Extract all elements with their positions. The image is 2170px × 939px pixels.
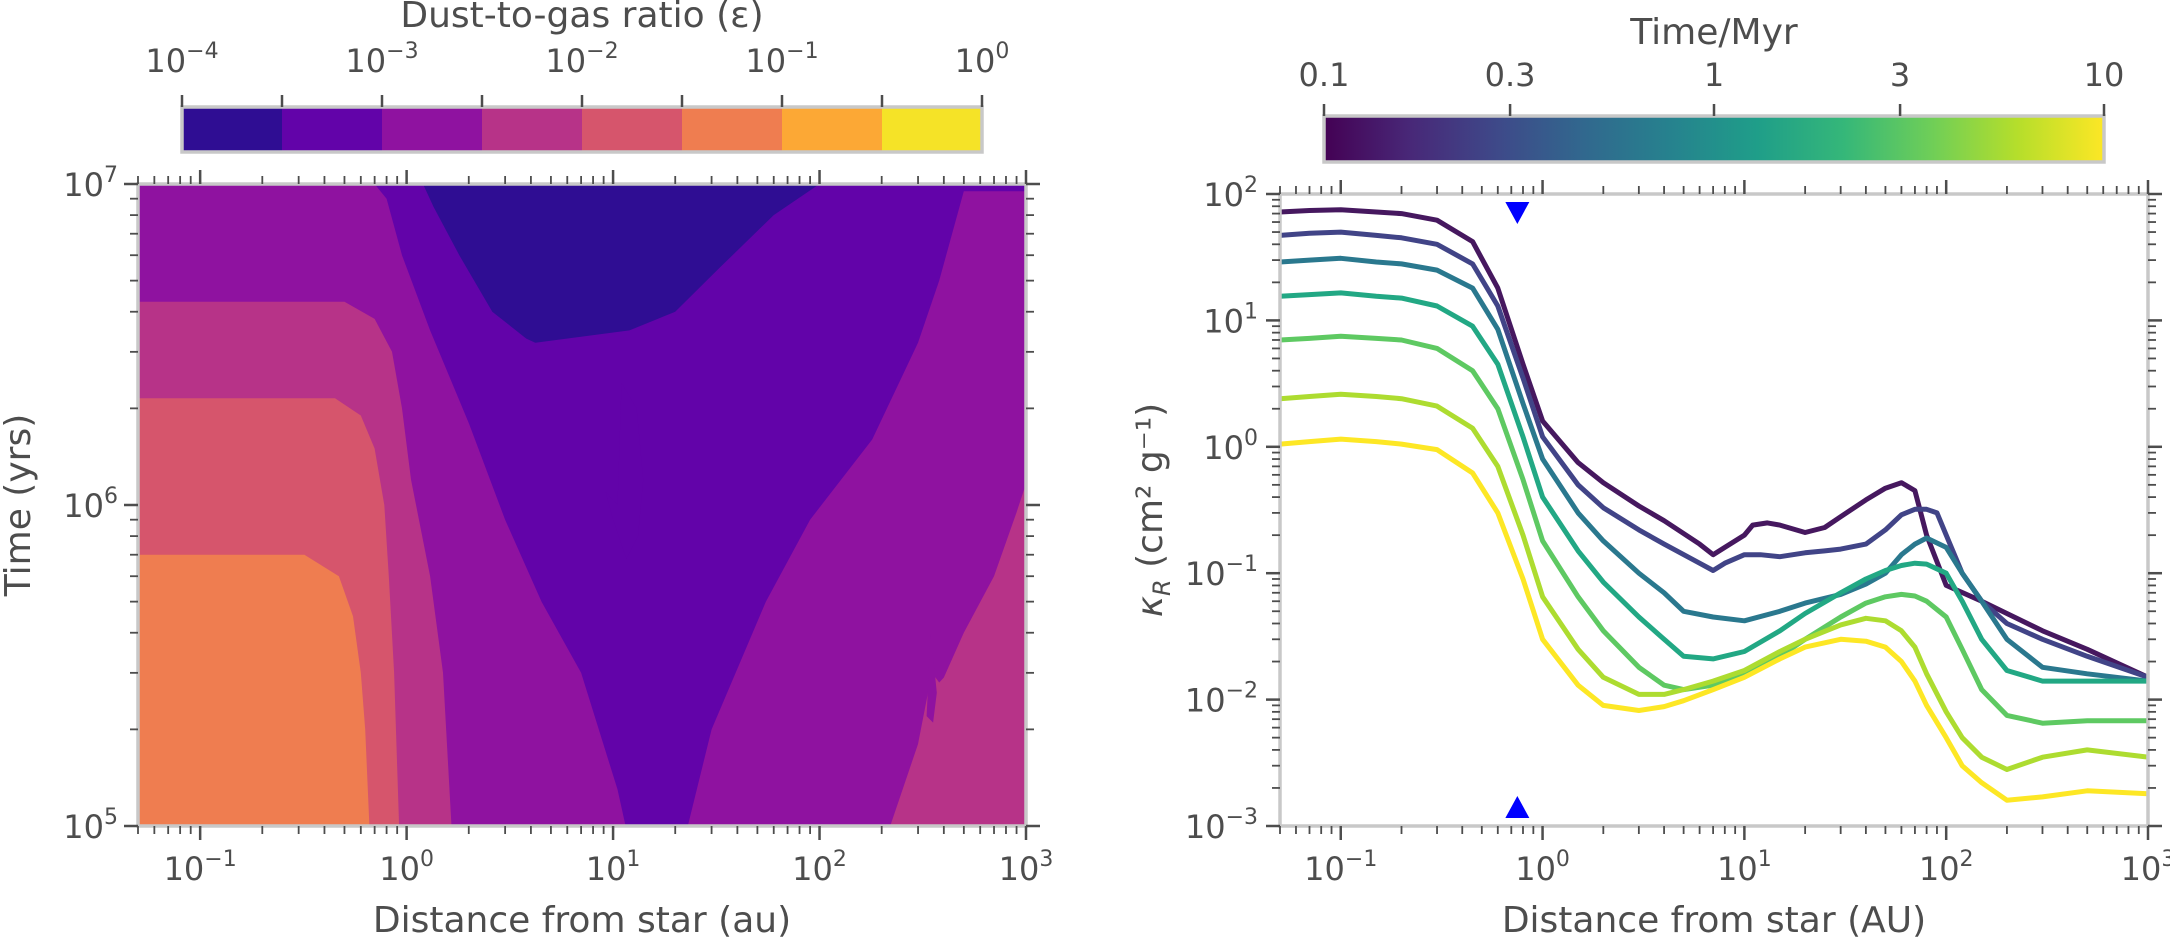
colorbar-gradient (1324, 116, 2104, 162)
opacity-line-t6 (1280, 391, 2148, 772)
contour-region (605, 383, 644, 559)
opacity-line-t4 (1280, 290, 2148, 684)
contour-panel: 10−1 100 101 102 103 105 106 107 Distance from… (0, 163, 1053, 939)
opacity-line-t2 (1280, 229, 2148, 680)
opacity-y-axis-label: κR (cm² g⁻¹) (1130, 403, 1176, 617)
kappa-units: (cm² g⁻¹) (1130, 403, 1171, 580)
y-tick-label: 102 (1203, 173, 1258, 214)
opacity-plot-frame (1278, 192, 2150, 828)
colorbar-tick-label: 10 (2084, 56, 2125, 94)
x-tick-label: 103 (2121, 847, 2170, 888)
y-tick-label: 10−2 (1185, 679, 1258, 720)
colorbar-ticks (180, 95, 984, 107)
x-tick-label: 102 (792, 847, 847, 888)
contour-y-axis-label: Time (yrs) (0, 414, 39, 598)
colorbar-title: Time/Myr (1629, 12, 1798, 53)
colorbar-cell (782, 107, 883, 152)
opacity-line-t1 (1280, 207, 2148, 680)
opacity-line-t3 (1280, 255, 2148, 684)
colorbar-tick-label: 0.3 (1485, 56, 1536, 94)
colorbar-tick-label: 0.1 (1299, 56, 1350, 94)
colorbar-tick-label: 3 (1890, 56, 1910, 94)
colorbar-tick-labels: 0.1 0.3 1 3 10 (1299, 56, 2125, 94)
opacity-x-axis-label: Distance from star (AU) (1502, 900, 1926, 939)
opacity-y-tick-labels: 10−3 10−2 10−1 100 101 102 (1185, 173, 1258, 846)
ice-line-marker-bottom (1505, 796, 1530, 818)
contour-x-tick-labels: 10−1 100 101 102 103 (164, 847, 1054, 888)
opacity-line-t5 (1280, 333, 2148, 726)
time-colorbar: 0.1 0.3 1 3 10 Time/Myr (1299, 12, 2125, 164)
colorbar-tick-label: 10−3 (345, 39, 418, 80)
colorbar-tick-label: 10−1 (745, 39, 818, 80)
x-tick-label: 100 (1515, 847, 1570, 888)
colorbar-cell (582, 107, 683, 152)
ice-line-markers (1505, 202, 1530, 818)
x-tick-label: 10−1 (164, 847, 237, 888)
y-tick-label: 100 (1203, 426, 1258, 467)
y-tick-label: 10−3 (1185, 805, 1258, 846)
contour-region (138, 554, 370, 826)
colorbar-cells (182, 107, 983, 152)
y-tick-label: 101 (1203, 299, 1258, 340)
colorbar-cell (482, 107, 583, 152)
x-tick-label: 10−1 (1304, 847, 1377, 888)
contour-y-tick-labels: 105 106 107 (63, 163, 118, 846)
x-tick-label: 101 (586, 847, 641, 888)
ice-line-marker-top (1505, 202, 1530, 224)
colorbar-tick-label: 10−4 (145, 39, 218, 80)
opacity-panel: 10−1 100 101 102 103 10−3 10−2 10−1 100 101 102 D… (1130, 173, 2170, 939)
colorbar-ticks (1322, 104, 2106, 116)
contour-x-axis-label: Distance from star (au) (373, 900, 791, 939)
y-tick-label: 107 (63, 163, 118, 204)
x-tick-label: 102 (1919, 847, 1974, 888)
colorbar-cell (282, 107, 383, 152)
colorbar-title: Dust-to-gas ratio (ε) (400, 0, 763, 36)
contour-region (890, 489, 1026, 826)
contour-region (374, 184, 1026, 826)
opacity-line-t7 (1280, 436, 2148, 803)
dust-to-gas-colorbar: 10−4 10−3 10−2 10−1 100 Dust-to-gas ratio (ε… (145, 0, 1009, 154)
colorbar-tick-label: 100 (955, 39, 1010, 80)
x-tick-label: 100 (379, 847, 434, 888)
contour-axis-ticks (124, 170, 1040, 840)
opacity-lines (1280, 207, 2148, 803)
kappa-symbol: κ (1130, 595, 1171, 617)
y-tick-label: 105 (63, 805, 118, 846)
x-tick-label: 103 (999, 847, 1054, 888)
x-tick-label: 101 (1717, 847, 1772, 888)
contour-region (423, 184, 820, 343)
y-tick-label: 106 (63, 484, 118, 525)
contour-regions (138, 184, 1026, 826)
colorbar-tick-label: 10−2 (545, 39, 618, 80)
colorbar-tick-labels: 10−4 10−3 10−2 10−1 100 (145, 39, 1009, 80)
opacity-axis-ticks (1266, 180, 2162, 840)
opacity-x-tick-labels: 10−1 100 101 102 103 (1304, 847, 2170, 888)
colorbar-cell (382, 107, 483, 152)
y-tick-label: 10−1 (1185, 552, 1258, 593)
kappa-subscript: R (1148, 579, 1176, 596)
colorbar-cell (182, 107, 283, 152)
colorbar-tick-label: 1 (1704, 56, 1724, 94)
colorbar-cell (682, 107, 783, 152)
colorbar-cell (882, 107, 983, 152)
contour-region (926, 632, 937, 723)
